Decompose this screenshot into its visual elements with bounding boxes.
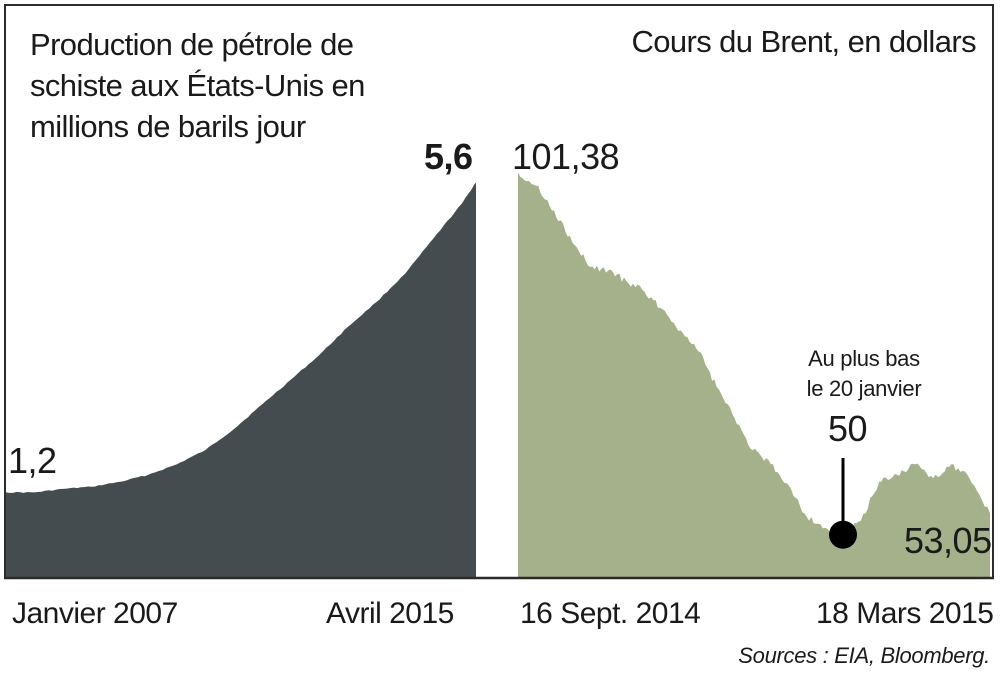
- brent-x-label-start: 16 Sept. 2014: [520, 597, 701, 630]
- low-point-value: 50: [828, 408, 868, 449]
- low-point-note-line1: Au plus bas: [808, 346, 920, 371]
- brent-chart-title: Cours du Brent, en dollars: [631, 24, 976, 59]
- shale-end-label: 5,6: [424, 136, 473, 177]
- shale-production-chart: [6, 182, 476, 578]
- low-point-note: Au plus bas le 20 janvier: [794, 344, 934, 404]
- low-point-annotation: [829, 458, 857, 549]
- shale-area: [6, 182, 476, 578]
- brent-area: [518, 172, 990, 577]
- shale-x-label-start: Janvier 2007: [12, 597, 178, 630]
- low-point-dot: [829, 520, 857, 549]
- shale-chart-title: Production de pétrole de schiste aux Éta…: [30, 27, 365, 144]
- brent-price-chart: [518, 172, 990, 577]
- brent-start-label: 101,38: [512, 136, 620, 177]
- low-point-note-line2: le 20 janvier: [806, 376, 922, 401]
- shale-x-label-end: Avril 2015: [326, 597, 454, 630]
- brent-end-label: 53,05: [904, 520, 992, 561]
- chart-frame: [4, 4, 994, 578]
- brent-x-label-end: 18 Mars 2015: [816, 597, 994, 630]
- sources-note: Sources : EIA, Bloomberg.: [738, 643, 990, 668]
- shale-start-label: 1,2: [8, 440, 57, 481]
